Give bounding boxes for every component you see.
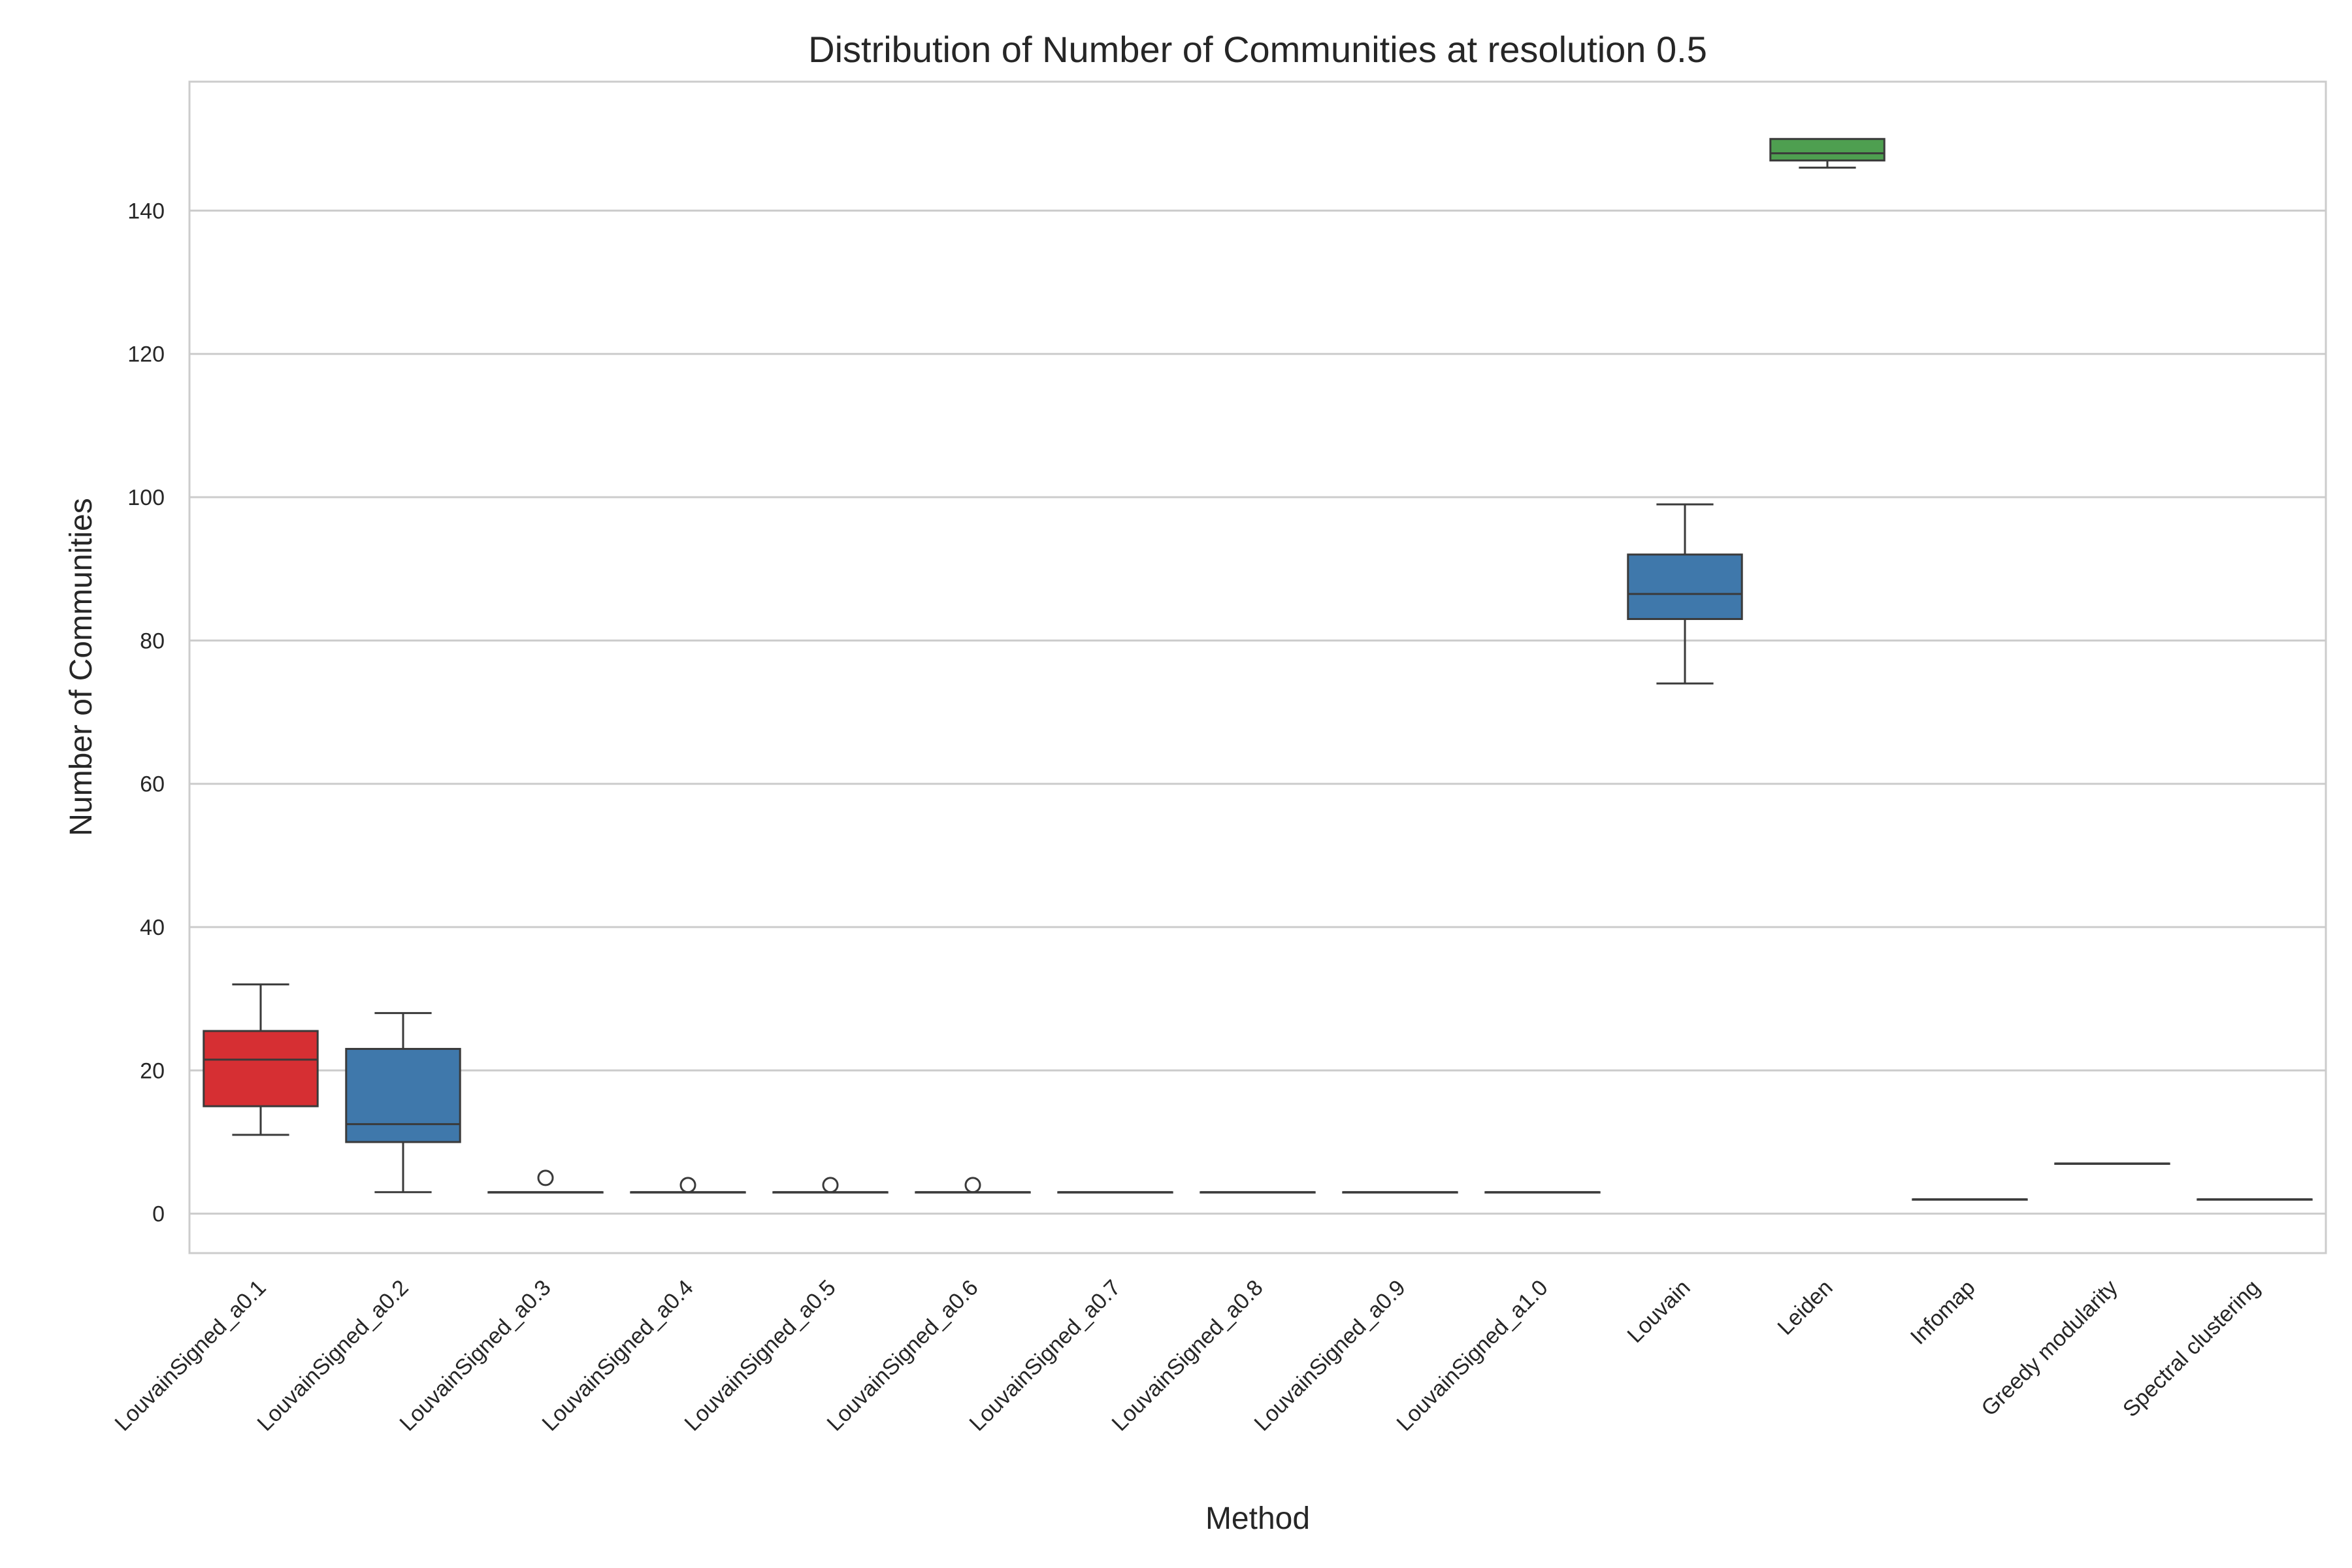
outlier-point xyxy=(679,1177,696,1194)
outlier-point xyxy=(537,1169,554,1186)
y-tick-labels: 0 20 40 60 80 100 120 140 xyxy=(127,199,165,1226)
box-group xyxy=(915,1177,1031,1194)
y-axis-label: Number of Communities xyxy=(64,498,99,836)
box-group xyxy=(772,1177,889,1194)
y-tick-label: 0 xyxy=(152,1202,165,1227)
box-group xyxy=(345,1012,461,1194)
box-group xyxy=(1342,1191,1458,1194)
y-tick-label: 40 xyxy=(140,915,165,940)
box-group xyxy=(487,1169,604,1194)
outlier-point xyxy=(964,1177,981,1194)
box-group xyxy=(1057,1191,1173,1194)
chart-title: Distribution of Number of Communities at… xyxy=(808,29,1707,70)
y-tick-label: 80 xyxy=(140,629,165,653)
box-iqr xyxy=(1769,138,1886,162)
y-tick-label: 100 xyxy=(127,485,165,510)
grid-lines xyxy=(189,209,2326,1215)
box-iqr xyxy=(345,1047,461,1143)
box-iqr xyxy=(1627,553,1743,620)
outlier-point xyxy=(822,1177,839,1194)
box-iqr xyxy=(203,1030,319,1107)
box-group xyxy=(1627,503,1743,685)
plot-area-frame xyxy=(188,80,2327,1254)
box-group xyxy=(1484,1191,1601,1194)
box-group xyxy=(630,1177,746,1194)
box-group xyxy=(1769,138,1886,169)
y-tick-label: 120 xyxy=(127,342,165,367)
y-tick-label: 20 xyxy=(140,1058,165,1083)
y-tick-label: 60 xyxy=(140,772,165,797)
box-group xyxy=(203,983,319,1136)
box-group xyxy=(1200,1191,1316,1194)
y-tick-label: 140 xyxy=(127,199,165,223)
x-axis-label: Method xyxy=(1205,1501,1310,1536)
box-series xyxy=(203,138,2313,1201)
